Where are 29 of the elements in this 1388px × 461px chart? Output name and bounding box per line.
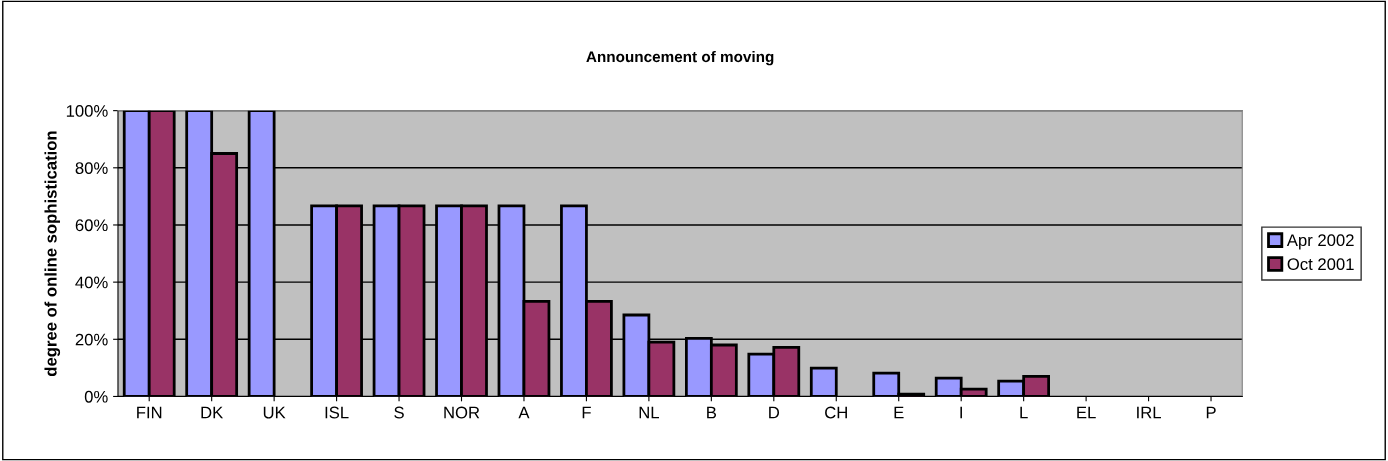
x-tick-label: IRL <box>1137 406 1161 419</box>
x-tick-label: NOR <box>444 406 480 419</box>
bar <box>809 366 838 397</box>
x-tick-label: L <box>1020 406 1028 419</box>
x-tick-label: P <box>1206 406 1216 419</box>
x-tick-label: I <box>960 406 962 419</box>
y-tick-label: 40% <box>75 276 108 289</box>
y-tick-label: 100% <box>66 105 108 117</box>
x-tick-label: A <box>518 406 530 419</box>
legend-label: Apr 2002 <box>1286 234 1354 250</box>
x-tick-label: NL <box>639 406 659 419</box>
x-tick-label: B <box>707 406 717 419</box>
x-tick-label: D <box>769 406 780 419</box>
y-axis-title: degree of online sophistication <box>44 131 61 377</box>
y-tick-label: 0% <box>84 390 108 403</box>
x-tick-label: FIN <box>137 406 162 419</box>
y-tick-label: 60% <box>75 219 108 232</box>
legend-label: Oct 2001 <box>1287 258 1354 271</box>
chart-title: Announcement of moving <box>586 50 774 66</box>
x-tick-label: E <box>894 406 904 419</box>
x-tick-label: EL <box>1077 406 1096 419</box>
x-tick-label: DK <box>201 406 224 419</box>
x-tick-label: F <box>582 406 591 419</box>
x-tick-label: CH <box>825 406 847 419</box>
x-tick-label: UK <box>263 406 286 419</box>
y-tick-label: 20% <box>75 333 108 346</box>
y-tick-label: 80% <box>75 162 108 175</box>
x-tick-label: ISL <box>325 406 349 419</box>
x-tick-label: S <box>394 406 404 419</box>
